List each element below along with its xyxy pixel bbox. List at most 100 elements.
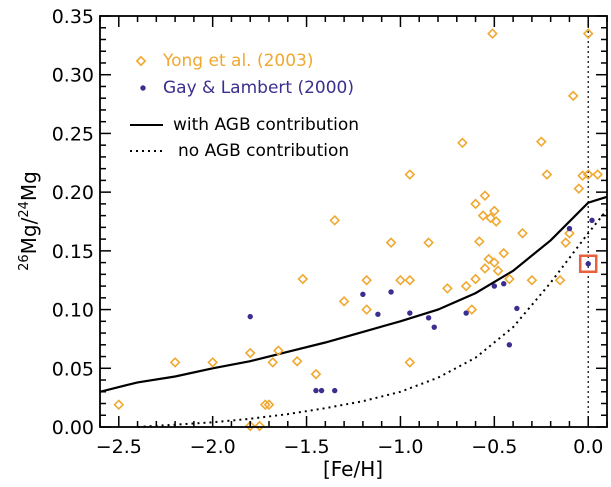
yong-diamond-marker bbox=[207, 357, 218, 368]
tick-labels: −2.5 −2.0 −1.5 −1.0 −0.5 0.0 0.00 0.05 0.10 0.15 0… bbox=[52, 6, 604, 458]
x-tick-label: −0.5 bbox=[471, 436, 517, 458]
yong-diamond-marker bbox=[526, 274, 538, 286]
yong-diamond-marker bbox=[466, 304, 478, 315]
yong-diamond-marker bbox=[483, 253, 495, 265]
yong-diamond-marker bbox=[267, 357, 279, 368]
legend-dot-icon bbox=[140, 85, 146, 91]
yong-diamond-marker bbox=[113, 399, 125, 411]
yong-diamond-marker bbox=[291, 355, 303, 367]
gay-lambert-dot-marker bbox=[318, 387, 325, 394]
legend-label-gay-lambert: Gay & Lambert (2000) bbox=[163, 78, 354, 98]
yong-diamond-marker bbox=[404, 169, 416, 180]
gay-lambert-dot-marker bbox=[514, 305, 520, 312]
yong-diamond-marker bbox=[582, 169, 594, 180]
yong-diamond-marker bbox=[395, 274, 406, 286]
gay-lambert-dot-marker bbox=[463, 310, 469, 316]
yong-diamond-marker bbox=[273, 345, 284, 357]
yong-diamond-marker bbox=[259, 399, 271, 411]
legend-diamond-icon bbox=[135, 55, 147, 67]
yong-diamond-marker bbox=[404, 357, 416, 368]
legend-label-no-agb: no AGB contribution bbox=[178, 141, 349, 161]
gay-lambert-dot-marker bbox=[425, 315, 432, 321]
yong-diamond-marker bbox=[470, 273, 481, 285]
y-axis-title-sup-1: 26 bbox=[17, 254, 32, 271]
gay-lambert-dot-marker bbox=[313, 387, 319, 394]
yong-diamond-marker bbox=[477, 210, 489, 221]
legend-label-yong: Yong et al. (2003) bbox=[162, 51, 314, 71]
x-tick-label: 0.0 bbox=[573, 436, 603, 458]
gay-lambert-dot-marker bbox=[360, 291, 366, 298]
gay-lambert-dot-marker bbox=[247, 313, 253, 320]
yong-diamond-marker bbox=[423, 237, 434, 248]
gay-lambert-dot-marker bbox=[566, 225, 573, 232]
y-axis-title-part-1: Mg/ bbox=[17, 217, 41, 254]
y-tick-label: 0.05 bbox=[52, 358, 94, 380]
yong-diamond-marker bbox=[490, 216, 502, 227]
yong-diamond-marker bbox=[582, 28, 594, 39]
yong-diamond-marker bbox=[310, 368, 322, 380]
yong-diamond-marker bbox=[442, 283, 453, 294]
yong-diamond-marker bbox=[385, 237, 397, 248]
yong-diamond-marker bbox=[329, 214, 341, 226]
yong-diamond-marker bbox=[487, 28, 498, 39]
y-tick-label: 0.25 bbox=[52, 123, 94, 145]
y-tick-label: 0.00 bbox=[52, 417, 94, 439]
legend: Yong et al. (2003) Gay & Lambert (2000) wi… bbox=[130, 51, 359, 161]
yong-diamond-marker bbox=[498, 247, 510, 259]
gay-lambert-dot-marker bbox=[388, 289, 394, 295]
yong-diamond-marker bbox=[577, 170, 588, 182]
gay-lambert-dot-marker bbox=[375, 311, 381, 317]
yong-diamond-marker bbox=[535, 136, 547, 147]
curve-no-agb bbox=[137, 209, 608, 428]
x-tick-label: −2.0 bbox=[190, 436, 236, 458]
y-tick-label: 0.10 bbox=[52, 300, 94, 322]
x-tick-label: −2.5 bbox=[96, 436, 142, 458]
y-tick-label: 0.35 bbox=[52, 6, 94, 28]
yong-diamond-marker bbox=[254, 420, 265, 432]
x-tick-label: −1.0 bbox=[377, 436, 423, 458]
y-axis-title-sup-2: 24 bbox=[17, 201, 32, 218]
highlight-box bbox=[578, 254, 598, 274]
model-curves bbox=[99, 195, 608, 428]
gay-lambert-dot-marker bbox=[407, 310, 413, 316]
yong-diamond-marker bbox=[479, 263, 491, 274]
yong-diamond-marker bbox=[297, 273, 309, 285]
curve-with-agb bbox=[99, 195, 608, 393]
yong-diamond-marker bbox=[470, 198, 481, 210]
y-axis-title: 26Mg/24Mg bbox=[17, 171, 41, 271]
yong-diamond-marker bbox=[489, 205, 500, 217]
gay-lambert-dot-marker bbox=[589, 217, 595, 224]
yong-diamond-marker bbox=[592, 169, 603, 180]
yong-diamond-marker bbox=[169, 357, 181, 368]
x-tick-label: −1.5 bbox=[283, 436, 329, 458]
legend-label-with-agb: with AGB contribution bbox=[173, 115, 359, 135]
yong-diamond-marker bbox=[517, 227, 528, 239]
gay-lambert-dot-marker bbox=[431, 324, 437, 330]
yong-diamond-marker bbox=[457, 137, 468, 149]
yong-diamond-marker bbox=[564, 227, 575, 239]
plot-frame bbox=[99, 15, 608, 428]
gay-lambert-dot-marker bbox=[585, 261, 591, 267]
gay-lambert-dot-marker bbox=[501, 281, 507, 287]
y-tick-label: 0.20 bbox=[52, 182, 94, 204]
yong-diamond-marker bbox=[244, 347, 256, 359]
yong-diamond-marker bbox=[338, 296, 350, 307]
yong-diamond-marker bbox=[361, 274, 372, 286]
yong-diamond-marker bbox=[573, 183, 585, 194]
yong-diamond-marker bbox=[460, 280, 472, 292]
yong-diamond-marker bbox=[492, 265, 504, 277]
yong-diamond-marker bbox=[541, 169, 553, 180]
gay-lambert-dot-marker bbox=[332, 387, 338, 394]
yong-diamond-marker bbox=[504, 273, 515, 285]
yong-diamond-marker bbox=[560, 237, 572, 248]
gay-lambert-dot-marker bbox=[506, 342, 513, 348]
y-tick-label: 0.15 bbox=[52, 241, 94, 263]
yong-diamond-marker bbox=[485, 212, 496, 224]
yong-diamond-marker bbox=[361, 304, 372, 315]
yong-diamond-marker bbox=[404, 274, 416, 286]
gay-lambert-dot-marker bbox=[491, 283, 498, 289]
yong-diamond-marker bbox=[489, 257, 500, 268]
y-axis-title-part-2: Mg bbox=[17, 171, 41, 201]
